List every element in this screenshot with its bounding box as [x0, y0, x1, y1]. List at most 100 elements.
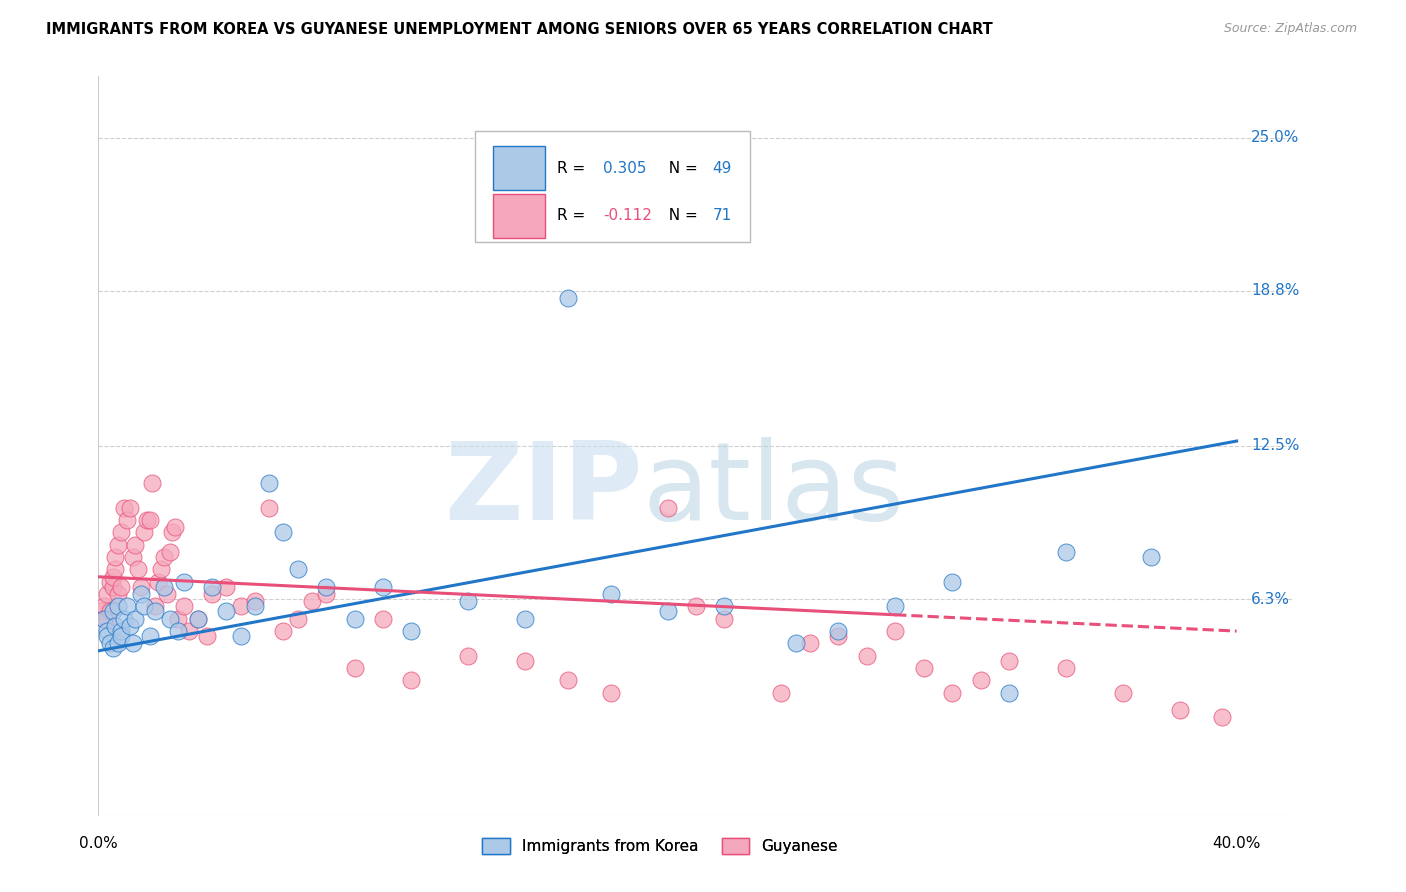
- Text: 18.8%: 18.8%: [1251, 283, 1299, 298]
- Point: [515, 654, 537, 668]
- Point: [110, 525, 132, 540]
- Point: [90, 604, 112, 618]
- Point: [215, 604, 238, 618]
- Point: [273, 525, 295, 540]
- Point: [167, 612, 190, 626]
- Point: [599, 686, 621, 700]
- Text: R =: R =: [557, 209, 591, 223]
- Point: [159, 545, 181, 559]
- Point: [884, 599, 907, 614]
- Point: [121, 549, 143, 565]
- Point: [243, 599, 266, 614]
- Text: R =: R =: [557, 161, 591, 176]
- Text: 71: 71: [713, 209, 733, 223]
- Point: [141, 476, 163, 491]
- Point: [969, 673, 991, 688]
- Point: [107, 636, 129, 650]
- Point: [112, 612, 135, 626]
- Point: [165, 520, 187, 534]
- Point: [132, 599, 155, 614]
- Point: [457, 594, 479, 608]
- Point: [315, 580, 337, 594]
- Point: [941, 686, 963, 700]
- Legend: Immigrants from Korea, Guyanese: Immigrants from Korea, Guyanese: [477, 832, 844, 861]
- Point: [941, 574, 963, 589]
- Point: [884, 624, 907, 639]
- Point: [827, 624, 849, 639]
- Point: [104, 562, 127, 576]
- Point: [98, 604, 121, 618]
- Point: [121, 636, 143, 650]
- Point: [273, 624, 295, 639]
- Text: ZIP: ZIP: [444, 437, 643, 543]
- Point: [135, 513, 157, 527]
- Point: [148, 574, 170, 589]
- Point: [799, 636, 821, 650]
- Point: [110, 629, 132, 643]
- Point: [201, 587, 224, 601]
- Point: [201, 580, 224, 594]
- Point: [557, 673, 579, 688]
- Point: [107, 599, 129, 614]
- Point: [1211, 710, 1233, 724]
- Point: [827, 629, 849, 643]
- Point: [371, 580, 394, 594]
- Text: atlas: atlas: [643, 437, 904, 543]
- Point: [195, 629, 218, 643]
- Point: [657, 604, 679, 618]
- FancyBboxPatch shape: [494, 194, 546, 238]
- Point: [118, 619, 141, 633]
- Point: [287, 562, 309, 576]
- Text: 40.0%: 40.0%: [1212, 836, 1261, 851]
- Point: [998, 654, 1021, 668]
- Point: [1054, 545, 1077, 559]
- Point: [115, 599, 138, 614]
- Point: [93, 612, 115, 626]
- Point: [515, 612, 537, 626]
- Point: [162, 525, 184, 540]
- Point: [1140, 549, 1163, 565]
- Point: [107, 587, 129, 601]
- Point: [1112, 686, 1135, 700]
- Point: [104, 549, 127, 565]
- Point: [685, 599, 707, 614]
- Text: 12.5%: 12.5%: [1251, 439, 1299, 453]
- Text: -0.112: -0.112: [603, 209, 651, 223]
- Text: 49: 49: [713, 161, 733, 176]
- Point: [110, 580, 132, 594]
- Point: [173, 574, 195, 589]
- Point: [156, 587, 179, 601]
- Point: [153, 580, 176, 594]
- Text: N =: N =: [659, 161, 703, 176]
- Point: [657, 500, 679, 515]
- Point: [153, 549, 176, 565]
- Point: [150, 562, 173, 576]
- Point: [371, 612, 394, 626]
- Point: [127, 562, 149, 576]
- Point: [110, 624, 132, 639]
- Point: [138, 513, 160, 527]
- Text: Source: ZipAtlas.com: Source: ZipAtlas.com: [1223, 22, 1357, 36]
- Point: [401, 624, 423, 639]
- Point: [101, 570, 124, 584]
- FancyBboxPatch shape: [494, 146, 546, 190]
- Point: [101, 641, 124, 656]
- Point: [215, 580, 238, 594]
- Point: [301, 594, 323, 608]
- Point: [785, 636, 807, 650]
- Point: [118, 500, 141, 515]
- Point: [93, 599, 115, 614]
- Point: [129, 587, 152, 601]
- Point: [457, 648, 479, 663]
- Point: [98, 636, 121, 650]
- Text: N =: N =: [659, 209, 703, 223]
- Point: [167, 624, 190, 639]
- Text: 25.0%: 25.0%: [1251, 130, 1299, 145]
- Point: [143, 599, 166, 614]
- FancyBboxPatch shape: [475, 131, 749, 243]
- Point: [132, 525, 155, 540]
- Point: [107, 538, 129, 552]
- Point: [229, 599, 252, 614]
- Point: [713, 612, 735, 626]
- Text: 0.305: 0.305: [603, 161, 647, 176]
